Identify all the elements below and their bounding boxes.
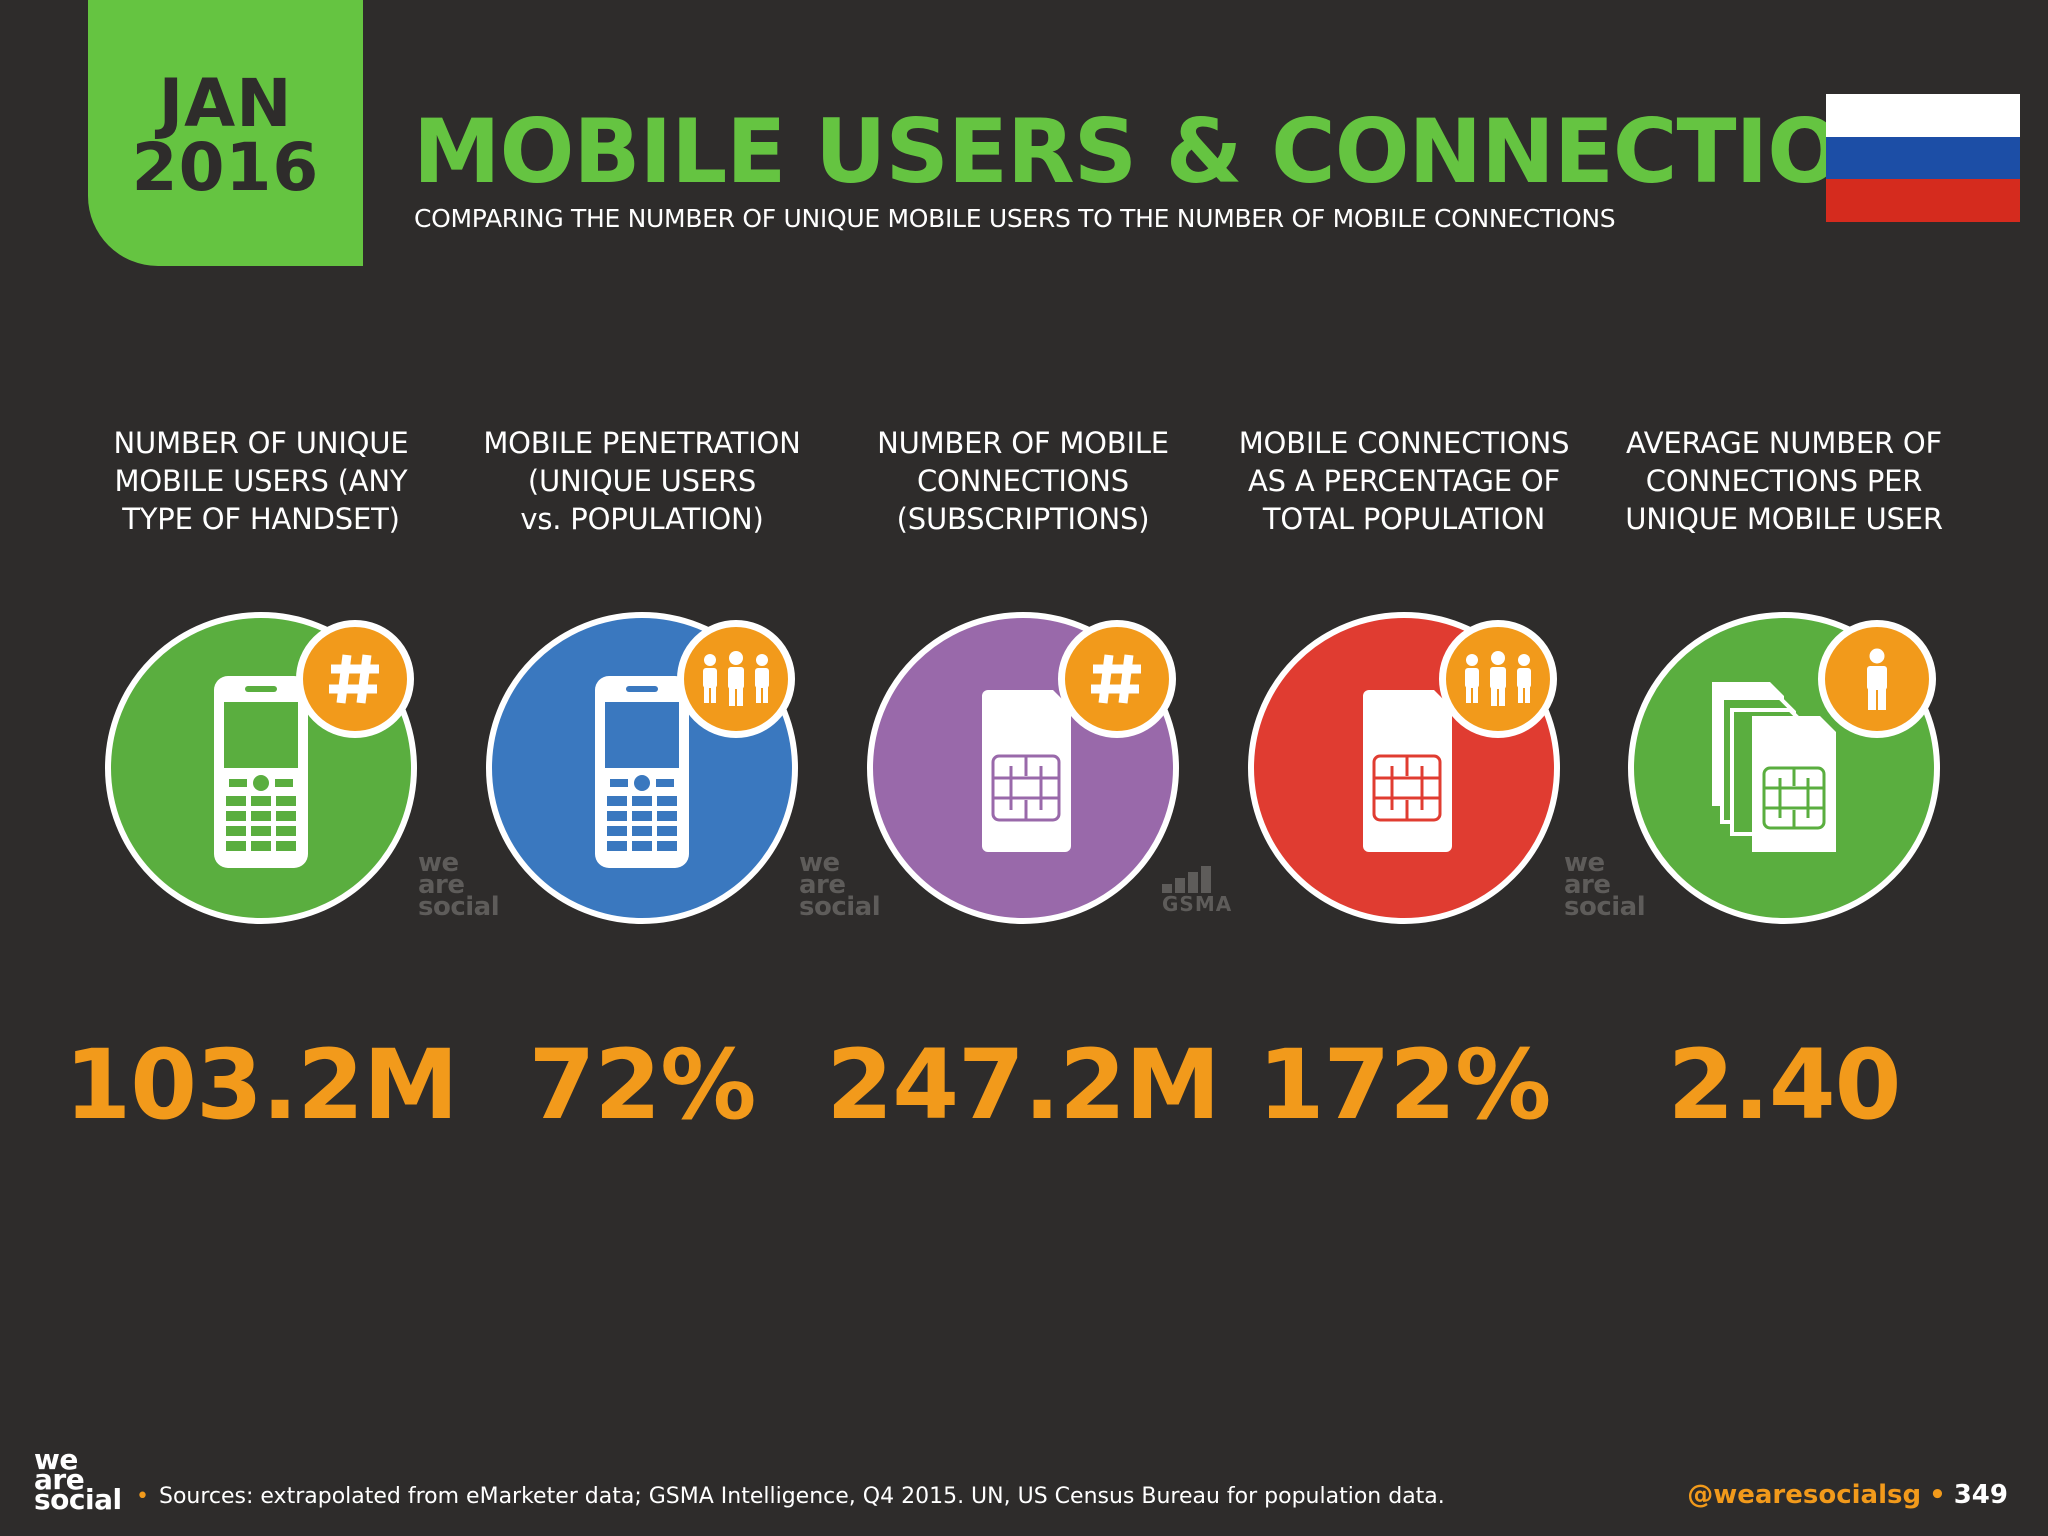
gsma-logo-icon [1162,866,1211,893]
sim-card-icon [1363,690,1452,852]
circle-penetration [486,612,798,924]
hash-badge [1058,620,1176,738]
page-subtitle: COMPARING THE NUMBER OF UNIQUE MOBILE US… [414,204,1616,233]
flag-stripe-red [1826,179,2020,223]
stat-value-connections-pct: 172% [1257,1029,1552,1141]
footer-handle: @wearesocialsg • 349 [1687,1480,2008,1510]
page-title: MOBILE USERS & CONNECTIONS [413,100,1977,203]
sim-card-icon [982,690,1071,852]
people-badge [677,620,795,738]
stat-value-penetration: 72% [528,1029,757,1141]
sim-cards-stack-icon [1712,682,1836,852]
we-are-social-watermark: we are social [418,848,500,922]
people-icon [1465,651,1531,706]
date-tab: JAN 2016 [88,0,363,266]
people-icon [703,651,769,706]
stat-value-connections: 247.2M [826,1029,1220,1141]
flag-stripe-blue [1826,136,2020,180]
phone-icon [214,676,308,868]
date-month: JAN [158,65,293,142]
bullet-icon: • [1929,1480,1946,1510]
hash-icon [1091,654,1141,704]
bullet-icon: • [136,1484,149,1509]
date-year: 2016 [131,129,320,206]
sources-footnote: • Sources: extrapolated from eMarketer da… [136,1484,1445,1509]
sources-text: Sources: extrapolated from eMarketer dat… [158,1484,1445,1509]
we-are-social-logo: we are social [34,1443,122,1516]
russia-flag-icon [1826,94,2020,223]
flag-stripe-white [1826,94,2020,137]
stat-value-avg-connections: 2.40 [1667,1029,1902,1141]
gsma-watermark: GSMA [1160,864,1252,918]
person-icon [1867,648,1887,710]
we-are-social-watermark: we are social [799,848,881,922]
people-badge [1439,620,1557,738]
page-number: 349 [1953,1480,2008,1510]
stat-label-avg-connections: AVERAGE NUMBER OF CONNECTIONS PER UNIQUE… [1625,426,1943,536]
we-are-social-watermark: we are social [1564,848,1646,922]
hash-badge [296,620,414,738]
social-handle[interactable]: @wearesocialsg [1687,1480,1922,1510]
stat-value-unique-users: 103.2M [64,1029,458,1141]
phone-icon [595,676,689,868]
person-badge [1818,620,1936,738]
hash-icon [329,654,379,704]
stat-label-connections: NUMBER OF MOBILE CONNECTIONS (SUBSCRIPTI… [877,426,1169,536]
stat-label-unique-users: NUMBER OF UNIQUE MOBILE USERS (ANY TYPE … [113,426,409,536]
stat-label-penetration: MOBILE PENETRATION (UNIQUE USERS vs. POP… [483,426,801,536]
stat-label-connections-pct: MOBILE CONNECTIONS AS A PERCENTAGE OF TO… [1238,426,1570,536]
